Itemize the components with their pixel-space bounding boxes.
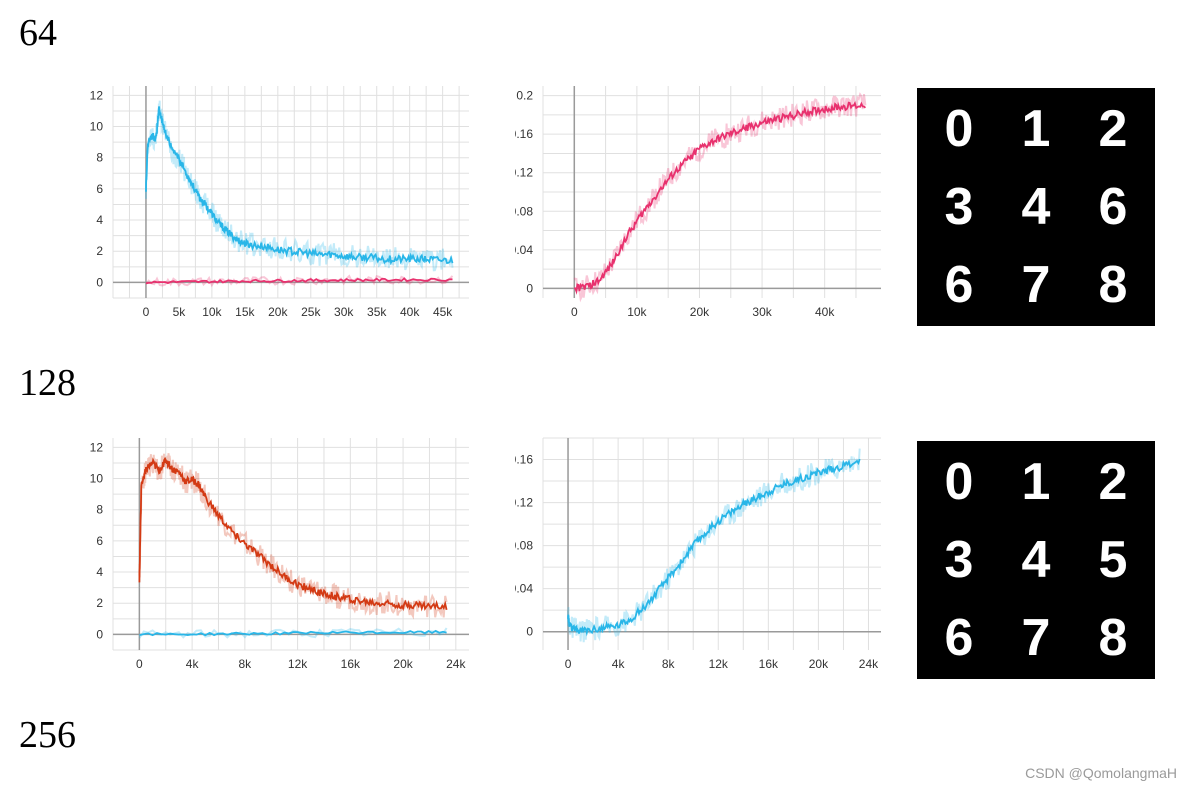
x-tick-label: 8k — [239, 657, 253, 671]
loss-chart-128: 0 2 4 6 8 10 12 0 4k 8k 12k 16k 20k 24k — [85, 436, 473, 676]
y-tick-label: 0.12 — [515, 166, 533, 180]
series-smoothing-band — [573, 92, 867, 303]
x-tick-label: 24k — [859, 657, 879, 671]
x-tick-label: 0 — [571, 305, 578, 319]
digit-cell: 6 — [944, 609, 974, 667]
y-tick-label: 0.08 — [515, 539, 533, 553]
x-tick-label: 45k — [433, 305, 453, 319]
y-tick-label: 12 — [90, 88, 104, 102]
y-tick-label: 2 — [96, 596, 103, 610]
series-smoothing-band — [138, 453, 448, 620]
y-tick-label: 10 — [90, 472, 104, 486]
chart-svg: 0 2 4 6 8 10 12 0 5k 10k 15k 20k 25k 30k 35k 40k 45k — [90, 86, 469, 319]
y-tick-label: 4 — [96, 213, 103, 227]
digit-cell: 2 — [1098, 453, 1128, 511]
x-tick-label: 8k — [662, 657, 676, 671]
digit-cell: 3 — [944, 531, 974, 589]
chart-svg: 0 0.04 0.08 0.12 0.16 0 4k 8k 12k 16k 20k 24k — [515, 437, 881, 671]
digit-cell: 7 — [1021, 256, 1051, 314]
y-tick-label: 4 — [96, 565, 103, 579]
x-tick-label: 40k — [400, 305, 420, 319]
grid — [112, 86, 469, 299]
digit-cell: 3 — [944, 178, 974, 236]
chart-svg: 0 0.04 0.08 0.12 0.16 0.2 0 10k 20k 30k 40k — [515, 86, 881, 319]
x-tick-label: 20k — [809, 657, 829, 671]
x-tick-label: 12k — [288, 657, 308, 671]
series-line — [138, 456, 448, 612]
digit-cell: 0 — [944, 100, 974, 158]
series-line — [573, 100, 867, 295]
digit-cell: 8 — [1098, 256, 1128, 314]
y-tick-label: 2 — [96, 244, 103, 258]
y-tick-label: 0.08 — [515, 204, 533, 218]
x-tick-label: 15k — [235, 305, 255, 319]
x-tick-label: 10k — [627, 305, 647, 319]
x-tick-label: 0 — [136, 657, 143, 671]
digit-cell: 4 — [1021, 178, 1051, 236]
x-tick-label: 30k — [752, 305, 772, 319]
y-tick-label: 8 — [96, 503, 103, 517]
x-tick-label: 20k — [393, 657, 413, 671]
section-heading-128: 128 — [19, 362, 76, 404]
y-tick-label: 0.04 — [515, 582, 533, 596]
digit-cell: 0 — [944, 453, 974, 511]
x-tick-label: 0 — [565, 657, 572, 671]
x-tick-label: 0 — [143, 305, 150, 319]
x-tick-label: 16k — [341, 657, 361, 671]
y-tick-label: 0.16 — [515, 127, 533, 141]
y-tick-label: 12 — [90, 440, 104, 454]
x-tick-label: 10k — [202, 305, 222, 319]
y-tick-label: 0.2 — [516, 89, 533, 103]
x-tick-label: 20k — [690, 305, 710, 319]
digit-cell: 2 — [1098, 100, 1128, 158]
x-tick-label: 4k — [186, 657, 200, 671]
generated-digits-grid-64: 0 1 2 3 4 6 6 7 8 — [917, 88, 1155, 326]
y-tick-label: 0 — [96, 627, 103, 641]
y-tick-label: 6 — [96, 182, 103, 196]
x-tick-label: 12k — [709, 657, 729, 671]
digit-cell: 5 — [1098, 531, 1128, 589]
y-tick-label: 0 — [96, 275, 103, 289]
x-tick-label: 25k — [301, 305, 321, 319]
series-line — [139, 629, 447, 637]
x-tick-label: 40k — [815, 305, 835, 319]
metric-chart-64: 0 0.04 0.08 0.12 0.16 0.2 0 10k 20k 30k 40k — [515, 84, 885, 324]
section-heading-256: 256 — [19, 714, 76, 756]
digit-cell: 6 — [1098, 178, 1128, 236]
x-tick-label: 20k — [268, 305, 288, 319]
digit-cell: 7 — [1021, 609, 1051, 667]
y-tick-label: 0 — [526, 625, 533, 639]
loss-chart-64: 0 2 4 6 8 10 12 0 5k 10k 15k 20k 25k 30k 35k 40k 45k — [85, 84, 473, 324]
y-tick-label: 8 — [96, 151, 103, 165]
digit-cell: 1 — [1021, 100, 1051, 158]
digit-cell: 4 — [1021, 531, 1051, 589]
series-line — [567, 458, 861, 637]
x-tick-label: 4k — [612, 657, 626, 671]
y-tick-label: 10 — [90, 120, 104, 134]
digit-cell: 6 — [944, 256, 974, 314]
digit-cell: 8 — [1098, 609, 1128, 667]
series-line — [145, 277, 453, 285]
y-tick-label: 0.16 — [515, 453, 533, 467]
generated-digits-grid-128: 0 1 2 3 4 5 6 7 8 — [917, 441, 1155, 679]
metric-chart-128: 0 0.04 0.08 0.12 0.16 0 4k 8k 12k 16k 20k 24k — [515, 436, 885, 676]
y-tick-label: 0.12 — [515, 496, 533, 510]
watermark: CSDN @QomolangmaH — [1025, 765, 1177, 781]
chart-svg: 0 2 4 6 8 10 12 0 4k 8k 12k 16k 20k 24k — [90, 438, 469, 671]
x-tick-label: 30k — [334, 305, 354, 319]
grid — [112, 438, 469, 651]
digit-cell: 1 — [1021, 453, 1051, 511]
y-tick-label: 0.04 — [515, 243, 533, 257]
x-tick-label: 5k — [173, 305, 187, 319]
x-tick-label: 16k — [759, 657, 779, 671]
series-line — [145, 106, 454, 265]
x-tick-label: 35k — [367, 305, 387, 319]
y-tick-label: 0 — [526, 281, 533, 295]
grid — [542, 86, 881, 298]
section-heading-64: 64 — [19, 12, 57, 54]
y-tick-label: 6 — [96, 534, 103, 548]
x-tick-label: 24k — [446, 657, 466, 671]
